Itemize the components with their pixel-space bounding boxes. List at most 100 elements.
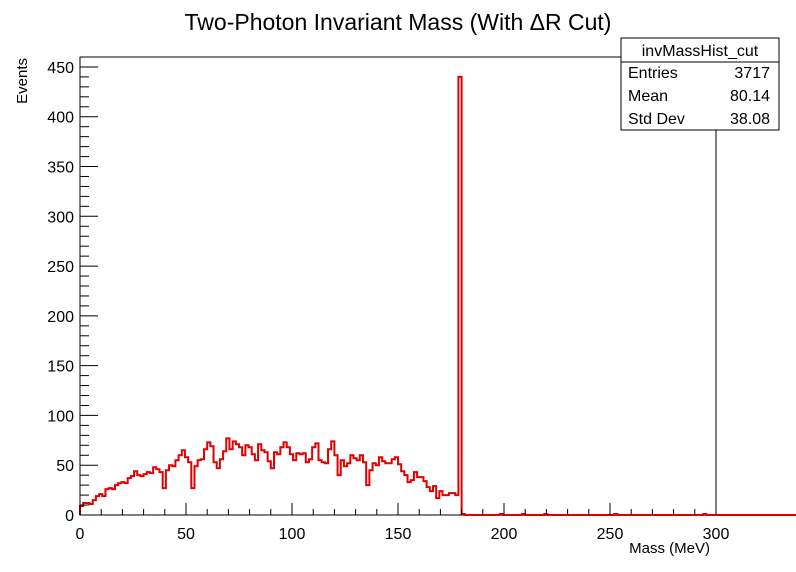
histogram-bin: [214, 462, 217, 515]
histogram-bin: [268, 461, 271, 515]
histogram-bin: [347, 463, 350, 515]
histogram-bin: [118, 483, 121, 515]
histogram-bin: [287, 447, 290, 515]
histogram-bin: [153, 467, 156, 515]
histogram-bin: [134, 471, 137, 515]
histogram-bin: [417, 477, 420, 515]
histogram-bin: [217, 468, 220, 515]
x-axis: 0 50 100 150 200 250 300: [76, 503, 730, 543]
histogram-bin: [99, 494, 102, 515]
x-tick-label: 200: [491, 526, 518, 543]
histogram-bin: [242, 455, 245, 515]
y-axis: 0 50 100 150 200 250 300 350 400 450: [47, 56, 98, 525]
histogram-bin: [296, 453, 299, 515]
histogram-bin: [277, 454, 280, 515]
stats-entries-label: Entries: [628, 65, 678, 82]
histogram-bin: [271, 468, 274, 515]
histogram-bin: [207, 442, 210, 515]
histogram-bin: [309, 459, 312, 515]
histogram-bin: [229, 449, 232, 515]
histogram-bin: [137, 475, 140, 515]
histogram-bin: [261, 450, 264, 515]
histogram-bin: [385, 463, 388, 515]
histogram-bin: [172, 466, 175, 515]
histogram-bin: [446, 495, 449, 515]
histogram-bin: [430, 491, 433, 515]
histogram-bin: [163, 488, 166, 515]
histogram-bars: [80, 77, 796, 515]
stats-mean-label: Mean: [628, 88, 668, 105]
x-tick-label: 300: [703, 526, 730, 543]
histogram-bin: [280, 447, 283, 515]
histogram-bin: [411, 480, 414, 515]
histogram-bin: [144, 474, 147, 515]
histogram-bin: [408, 482, 411, 515]
histogram-bin: [293, 460, 296, 515]
histogram-bin: [239, 447, 242, 515]
histogram-bin: [366, 485, 369, 515]
histogram-bin: [353, 458, 356, 515]
histogram-bin: [147, 472, 150, 515]
histogram-bin: [420, 477, 423, 515]
histogram-bin: [357, 460, 360, 515]
histogram-bin: [201, 459, 204, 515]
y-tick-label: 450: [47, 60, 74, 77]
x-tick-label: 50: [177, 526, 195, 543]
histogram-bin: [338, 475, 341, 515]
histogram-bin: [322, 462, 325, 515]
histogram-bin: [131, 476, 134, 515]
x-tick-label: 250: [597, 526, 624, 543]
histogram-bin: [125, 483, 128, 515]
x-tick-label: 150: [385, 526, 412, 543]
x-tick-label: 0: [76, 526, 85, 543]
stats-box-frame: [620, 37, 780, 131]
stats-box: invMassHist_cut Entries 3717 Mean 80.14 …: [620, 37, 780, 131]
histogram-bin: [392, 459, 395, 515]
histogram-outline: [79, 75, 796, 516]
stats-mean-value: 80.14: [730, 88, 770, 105]
histogram-bin: [290, 454, 293, 515]
y-tick-label: 0: [65, 508, 74, 525]
histogram-bin: [382, 461, 385, 515]
histogram-bin: [284, 442, 287, 515]
histogram-bin: [236, 444, 239, 515]
y-tick-label: 250: [47, 259, 74, 276]
y-tick-label: 400: [47, 110, 74, 127]
histogram-bin: [233, 441, 236, 515]
histogram-bin: [306, 462, 309, 515]
chart-title: Two-Photon Invariant Mass (With ΔR Cut): [185, 9, 612, 35]
y-tick-label: 300: [47, 209, 74, 226]
histogram-bin: [452, 493, 455, 515]
histogram-bin: [299, 454, 302, 515]
histogram-bin: [325, 463, 328, 515]
stats-entries-value: 3717: [734, 65, 770, 82]
histogram-bin: [401, 471, 404, 515]
histogram-bin: [443, 495, 446, 515]
histogram-bin: [182, 450, 185, 515]
y-tick-label: 100: [47, 408, 74, 425]
histogram-bin: [388, 463, 391, 515]
stats-stddev-value: 38.08: [730, 111, 770, 128]
histogram-bin: [449, 493, 452, 515]
x-tick-label: 100: [279, 526, 306, 543]
histogram-bin: [112, 489, 115, 515]
stats-stddev-label: Std Dev: [628, 111, 685, 128]
histogram-bin: [156, 469, 159, 515]
histogram-bin: [175, 460, 178, 515]
histogram-bin: [150, 473, 153, 515]
y-tick-label: 350: [47, 160, 74, 177]
histogram-bin: [191, 488, 194, 515]
histogram-bin: [169, 465, 172, 515]
histogram-bin: [121, 482, 124, 515]
histogram-bin: [455, 495, 458, 515]
histogram-bin: [90, 504, 93, 515]
y-tick-label: 150: [47, 359, 74, 376]
histogram-bin: [198, 460, 201, 515]
histogram-bin: [376, 465, 379, 515]
histogram-bin: [344, 466, 347, 515]
histogram-bin: [252, 454, 255, 515]
x-axis-label: Mass (MeV): [629, 540, 710, 557]
histogram-bin: [360, 455, 363, 515]
histogram-bin: [223, 451, 226, 515]
